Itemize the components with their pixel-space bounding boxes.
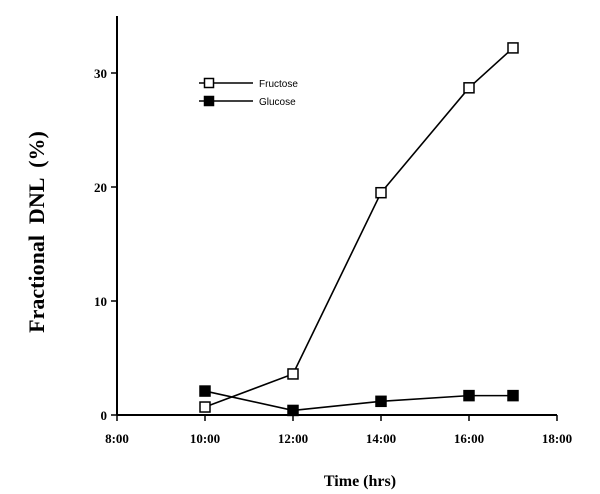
data-point-glucose	[199, 385, 211, 397]
plot-area	[199, 42, 519, 417]
y-tick-label: 0	[101, 408, 108, 423]
data-point-fructose	[287, 368, 299, 380]
legend: Fructose Glucose	[199, 77, 298, 108]
data-point-glucose	[463, 389, 475, 402]
ticks: 0 10 20 30 8:00 10:00 12:00 14:00 16:00 18:00	[94, 66, 572, 446]
data-point-fructose	[199, 401, 211, 413]
axes	[116, 16, 557, 416]
data-point-fructose	[463, 82, 475, 94]
x-tick-label: 18:00	[542, 431, 572, 446]
y-axis-title: Fractional DNL (%)	[24, 131, 49, 333]
x-tick-label: 8:00	[105, 431, 129, 446]
legend-label-glucose: Glucose	[259, 97, 296, 108]
legend-marker-glucose	[203, 95, 215, 107]
x-tick-label: 10:00	[190, 431, 220, 446]
x-axis-title: Time (hrs)	[324, 473, 396, 490]
data-point-glucose	[507, 389, 519, 402]
legend-marker-fructose	[203, 77, 215, 89]
data-point-fructose	[375, 186, 387, 199]
x-tick-label: 14:00	[366, 431, 396, 446]
legend-label-fructose: Fructose	[259, 79, 298, 90]
x-tick-label: 16:00	[454, 431, 484, 446]
y-tick-label: 30	[94, 66, 107, 81]
data-point-glucose	[287, 404, 299, 417]
series-line-fructose	[204, 47, 514, 408]
data-point-fructose	[507, 42, 519, 54]
y-tick-label: 10	[94, 294, 107, 309]
y-tick-label: 20	[94, 180, 107, 195]
data-point-glucose	[375, 395, 387, 408]
x-tick-label: 12:00	[278, 431, 308, 446]
